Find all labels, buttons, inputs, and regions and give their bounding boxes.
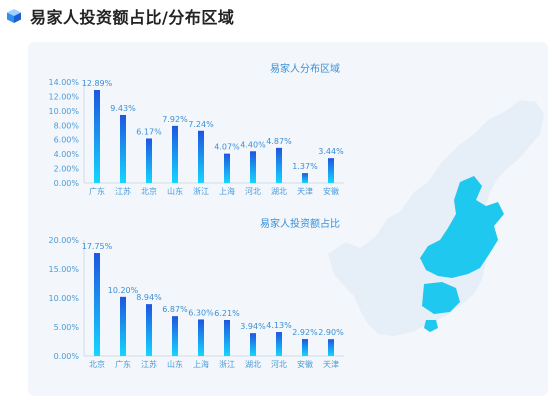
chart2-category-label: 广东 [115,359,131,369]
chart1-bar [276,147,282,183]
chart1-value-label: 4.40% [240,140,266,149]
chart1-category-label: 山东 [167,186,183,196]
chart2-value-label: 6.30% [188,308,214,317]
chart1-bar [172,125,178,183]
chart2-value-label: 2.92% [292,328,318,337]
chart2-bar [172,316,178,356]
chart2-bar [224,319,230,356]
chart1-value-label: 12.89% [82,79,113,88]
chart1-y-tick: 2.00% [54,165,80,174]
chart2-category-label: 上海 [193,359,209,369]
chart1-y-tick: 12.00% [48,92,79,101]
chart2-category-label: 河北 [271,359,287,369]
chart2-value-label: 4.13% [266,321,292,330]
chart1-category-label: 安徽 [323,186,339,196]
chart2-value-label: 2.90% [318,328,344,337]
chart2-bar [146,304,152,356]
content-panel: 易家人分布区域 0.00% 2.00% 4.00% 6.00% 8.00% 10.00% 12… [28,42,548,396]
chart2-category-label: 北京 [89,359,105,369]
chart2-bar [276,332,282,356]
chart1-bar [198,130,204,183]
chart2-bar [94,253,100,356]
chart1-bar [146,138,152,183]
chart2-y-tick: 20.00% [48,236,79,245]
chart2-category-label: 安徽 [297,359,313,369]
chart1-value-label: 7.24% [188,120,214,129]
china-map-base [328,100,544,336]
chart1-y-tick: 8.00% [54,121,80,130]
chart1-bar [250,151,256,183]
chart2-y-tick: 5.00% [54,323,80,332]
chart1-category-label: 天津 [297,186,313,196]
chart2-value-label: 3.94% [240,322,266,331]
chart1-category-label: 江苏 [115,186,131,196]
chart2-value-label: 6.21% [214,309,240,318]
chart1-bar [94,90,100,183]
chart1-y-tick: 14.00% [48,78,79,87]
header: 易家人投资额占比/分布区域 [6,4,234,28]
chart1-category-label: 北京 [141,186,157,196]
chart1-y-tick: 6.00% [54,136,80,145]
chart2-value-label: 17.75% [82,242,113,251]
chart2-bar [198,319,204,356]
chart2-category-label: 浙江 [219,359,235,369]
chart2-bar [302,339,308,356]
chart1-category-label: 河北 [245,186,261,196]
chart1-value-label: 1.37% [292,162,318,171]
chart1-category-label: 广东 [89,186,105,196]
chart1-category-label: 上海 [219,186,235,196]
chart1-y-tick: 0.00% [54,179,80,188]
chart1-value-label: 4.07% [214,143,240,152]
china-map-highlight-south [422,282,460,314]
chart1-y-tick: 4.00% [54,150,80,159]
chart1-category-label: 浙江 [193,186,209,196]
chart2-y-tick: 10.00% [48,294,79,303]
chart2-category-label: 天津 [323,359,339,369]
chart2-bar [120,296,126,356]
chart1-value-label: 6.17% [136,127,162,136]
chart2-y-tick: 0.00% [54,352,80,361]
page-title: 易家人投资额占比/分布区域 [30,8,235,27]
bar-charts: 易家人分布区域 0.00% 2.00% 4.00% 6.00% 8.00% 10.00% 12… [48,62,344,369]
chart2-value-label: 10.20% [108,286,139,295]
chart1-bar [224,153,230,183]
chart2-title: 易家人投资额占比 [260,217,340,230]
investment-share-bar-chart: 易家人投资额占比 0.00% 5.00% 10.00% 15.00% 20.00%17.7… [48,217,344,369]
chart1-value-label: 3.44% [318,147,344,156]
chart1-category-label: 湖北 [271,187,287,196]
distribution-bar-chart: 易家人分布区域 0.00% 2.00% 4.00% 6.00% 8.00% 10.00% 12… [48,62,344,196]
chart1-title: 易家人分布区域 [270,62,340,75]
chart1-bar [328,158,334,183]
chart2-value-label: 6.87% [162,305,188,314]
chart1-y-tick: 10.00% [48,107,79,116]
chart1-bar [120,114,126,183]
chart1-value-label: 4.87% [266,137,292,146]
chart2-bar [328,339,334,356]
chart1-value-label: 7.92% [162,115,188,124]
china-map-highlight-island [424,320,438,332]
chart1-value-label: 9.43% [110,104,136,113]
china-map [328,100,544,336]
chart2-category-label: 江苏 [141,359,157,369]
chart2-y-tick: 15.00% [48,265,79,274]
china-map-highlight-region [420,176,504,278]
chart1-bar [302,173,308,183]
chart2-category-label: 湖北 [245,360,261,369]
cube-icon [6,8,22,24]
chart2-bar [250,333,256,356]
chart2-category-label: 山东 [167,359,183,369]
chart2-value-label: 8.94% [136,293,162,302]
